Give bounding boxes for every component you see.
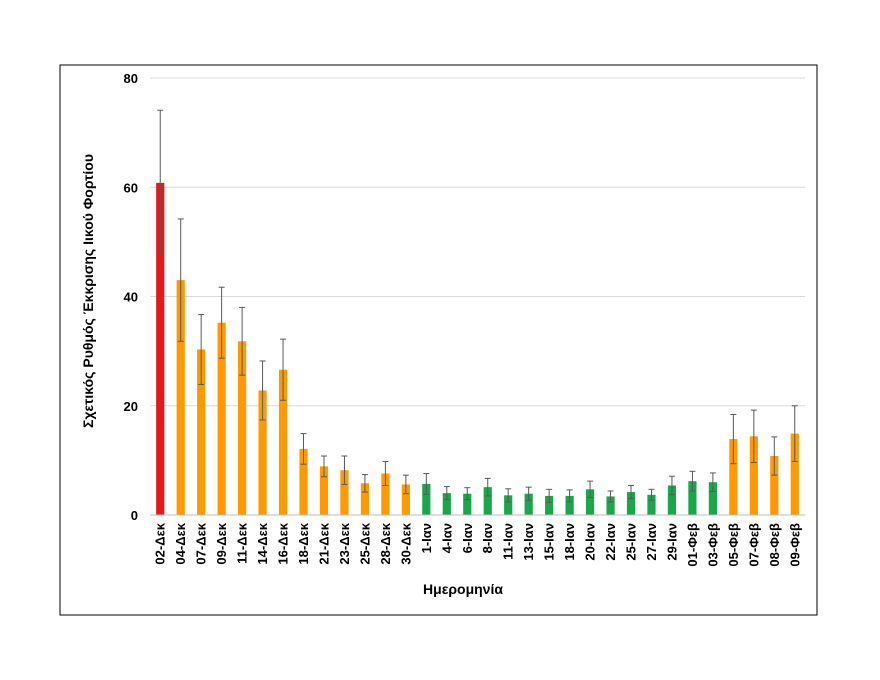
bar <box>381 473 390 515</box>
x-tick-label: 25-Ιαν <box>624 523 639 561</box>
bar <box>729 439 738 515</box>
bar <box>790 433 799 515</box>
bar <box>156 182 165 515</box>
bar <box>197 349 206 515</box>
x-tick-label: 16-Δεκ <box>276 522 291 564</box>
error-bars <box>157 109 798 503</box>
bar <box>565 495 574 515</box>
x-tick-label: 13-Ιαν <box>521 523 536 561</box>
x-tick-label: 09-Δεκ <box>214 522 229 564</box>
x-tick-label: 04-Δεκ <box>173 522 188 564</box>
y-axis-title: Σχετικός Ρυθμός Έκκρισης Ιικού Φορτίου <box>80 154 96 428</box>
x-axis-title: Ημερομηνία <box>423 581 503 597</box>
bar <box>749 436 758 515</box>
bar <box>278 369 288 515</box>
x-tick-label: 08-Φεβ <box>767 523 782 567</box>
x-tick-label: 20-Ιαν <box>583 523 598 561</box>
x-tick-label: 1-Ιαν <box>419 523 434 553</box>
y-tick-label: 40 <box>124 290 138 305</box>
x-tick-label: 27-Ιαν <box>644 523 659 561</box>
bar <box>442 493 451 515</box>
x-tick-label: 4-Ιαν <box>439 523 454 553</box>
bar <box>647 494 656 515</box>
x-tick-label: 14-Δεκ <box>255 522 270 564</box>
x-tick-label: 05-Φεβ <box>726 523 741 567</box>
x-tick-label: 01-Φεβ <box>685 523 700 567</box>
x-tick-label: 29-Ιαν <box>664 523 679 561</box>
bar <box>217 322 226 515</box>
bar <box>667 485 677 515</box>
x-tick-label: 09-Φεβ <box>787 523 802 567</box>
bar <box>340 470 349 515</box>
bar <box>238 341 247 515</box>
y-tick-label: 20 <box>124 399 138 414</box>
y-tick-label: 60 <box>124 180 138 195</box>
bar <box>524 493 533 515</box>
y-tick-labels: 0 20 40 60 80 <box>124 71 138 523</box>
x-tick-label: 18-Ιαν <box>562 523 577 561</box>
x-tick-label: 25-Δεκ <box>357 522 372 564</box>
x-tick-label: 21-Δεκ <box>316 522 331 564</box>
bar <box>688 481 697 515</box>
bar <box>770 456 779 515</box>
x-tick-label: 30-Δεκ <box>398 522 413 564</box>
x-tick-label: 11-Δεκ <box>235 522 250 564</box>
x-tick-label: 02-Δεκ <box>153 522 168 564</box>
bars <box>156 182 799 515</box>
bar <box>585 489 595 515</box>
bar <box>504 495 513 515</box>
x-tick-label: 11-Ιαν <box>501 523 516 560</box>
chart-border <box>59 64 818 616</box>
x-tick-label: 15-Ιαν <box>542 523 557 561</box>
x-tick-label: 03-Φεβ <box>705 523 720 567</box>
x-tick-label: 8-Ιαν <box>480 523 495 553</box>
y-tick-label: 0 <box>131 508 138 523</box>
x-tick-label: 22-Ιαν <box>603 523 618 561</box>
bar <box>299 448 308 515</box>
x-tick-label: 6-Ιαν <box>460 523 475 553</box>
bar <box>176 280 185 515</box>
bar <box>483 487 492 515</box>
bar <box>319 466 329 515</box>
x-tick-label: 23-Δεκ <box>337 522 352 564</box>
bar <box>258 390 267 515</box>
x-tick-label: 18-Δεκ <box>296 522 311 564</box>
bar <box>360 483 370 515</box>
bar <box>708 482 717 515</box>
y-tick-label: 80 <box>124 71 138 86</box>
bar <box>422 483 431 515</box>
bar <box>626 492 636 515</box>
bar <box>463 493 472 515</box>
x-tick-label: 07-Φεβ <box>746 523 761 567</box>
x-tick-labels: 02-Δεκ 04-Δεκ 07-Δεκ 09-Δεκ 11-Δεκ 14-Δεκ 16-Δ… <box>153 522 803 566</box>
x-tick-label: 28-Δεκ <box>378 522 393 564</box>
bar <box>401 484 410 515</box>
x-tick-label: 07-Δεκ <box>194 522 209 564</box>
bar <box>545 495 554 515</box>
bar <box>606 496 615 515</box>
